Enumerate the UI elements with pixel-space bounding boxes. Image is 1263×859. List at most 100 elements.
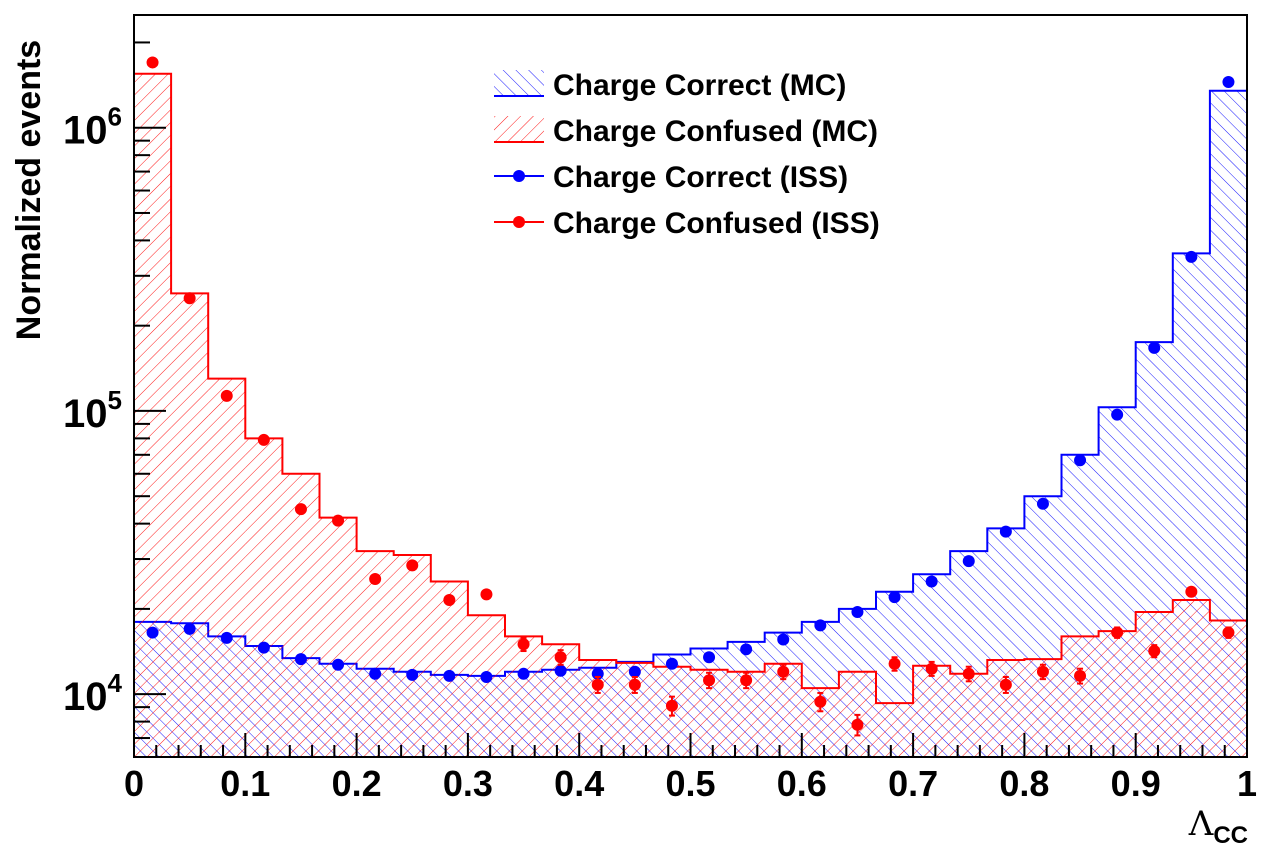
data-point <box>665 657 678 670</box>
data-point <box>740 674 753 687</box>
legend-swatch-marker <box>513 170 525 182</box>
histogram-bar <box>282 473 320 757</box>
y-tick-base: 10 <box>63 675 108 719</box>
legend-label: Charge Confused (ISS) <box>553 207 880 240</box>
data-point <box>257 641 270 654</box>
legend-label: Charge Correct (ISS) <box>553 161 848 194</box>
x-tick-label: 0 <box>124 763 144 804</box>
x-tick-label: 0.3 <box>443 763 493 804</box>
data-point <box>814 619 827 632</box>
data-point <box>851 606 864 619</box>
histogram-bar <box>430 581 468 757</box>
data-point <box>406 668 419 681</box>
data-point <box>925 662 938 675</box>
data-point <box>740 643 753 656</box>
x-tick-label: 0.6 <box>777 763 827 804</box>
data-point <box>1111 408 1124 421</box>
data-point <box>703 651 716 664</box>
legend-entry-2: Charge Correct (ISS) <box>494 161 848 194</box>
histogram-bar <box>876 703 914 757</box>
histogram-bar <box>171 293 209 757</box>
y-tick-base: 10 <box>63 392 108 436</box>
data-point <box>814 695 827 708</box>
data-point <box>294 503 307 516</box>
data-point <box>703 674 716 687</box>
data-point <box>628 665 641 678</box>
data-point <box>146 626 159 639</box>
data-point <box>1036 497 1049 510</box>
data-point <box>443 594 456 607</box>
points-series-2 <box>146 76 1235 683</box>
data-point <box>999 525 1012 538</box>
legend-label: Charge Correct (MC) <box>553 69 846 102</box>
legend: Charge Correct (MC) Charge Confused (MC) C… <box>494 69 880 240</box>
y-tick-label: 106 <box>63 102 122 153</box>
data-point <box>665 699 678 712</box>
y-tick-exponent: 4 <box>108 668 123 698</box>
data-point <box>443 669 456 682</box>
data-point <box>369 573 382 586</box>
data-point <box>1111 626 1124 639</box>
data-point <box>1222 626 1235 639</box>
data-point <box>332 658 345 671</box>
histogram-bar <box>208 378 246 757</box>
data-point <box>1074 454 1087 467</box>
y-tick-label: 104 <box>63 668 123 719</box>
data-point <box>925 575 938 588</box>
data-point <box>777 633 790 646</box>
x-tick-label: 0.7 <box>888 763 938 804</box>
data-point <box>406 559 419 572</box>
histogram-bar <box>245 438 283 757</box>
x-axis-title-subscript: CC <box>1213 822 1248 849</box>
data-point <box>480 588 493 601</box>
data-point <box>517 638 530 651</box>
data-point <box>1185 250 1198 263</box>
histogram-bar <box>1098 631 1136 757</box>
data-point <box>1148 341 1161 354</box>
x-tick-label: 1 <box>1237 763 1257 804</box>
histogram-bar <box>319 517 357 757</box>
histogram-outline <box>134 72 1247 757</box>
x-tick-label: 0.4 <box>554 763 604 804</box>
data-point <box>183 292 196 305</box>
histogram-bar <box>913 665 951 757</box>
data-point <box>220 389 233 402</box>
histogram-bar <box>1209 620 1247 757</box>
data-point <box>369 667 382 680</box>
data-point <box>1222 76 1235 89</box>
data-point <box>888 657 901 670</box>
y-tick-label: 105 <box>63 385 122 436</box>
histogram-bar <box>356 551 394 757</box>
legend-swatch-marker <box>513 216 525 228</box>
histogram-series-1 <box>134 72 1247 757</box>
y-tick-exponent: 6 <box>108 102 122 132</box>
legend-swatch-hatch <box>494 116 544 142</box>
data-point <box>962 667 975 680</box>
data-point <box>1074 669 1087 682</box>
points-series-3 <box>146 56 1235 737</box>
data-point <box>332 514 345 527</box>
histogram-bar <box>134 73 172 757</box>
histogram-bar <box>987 660 1025 757</box>
x-tick-label: 0.8 <box>999 763 1049 804</box>
legend-entry-0: Charge Correct (MC) <box>494 69 846 102</box>
data-point <box>1185 585 1198 598</box>
data-point <box>851 718 864 731</box>
x-tick-label: 0.1 <box>220 763 270 804</box>
data-point <box>183 622 196 635</box>
data-point <box>591 678 604 691</box>
histogram-bar <box>1061 636 1099 757</box>
histogram-bar <box>950 673 988 757</box>
data-point <box>257 433 270 446</box>
x-tick-label: 0.9 <box>1111 763 1161 804</box>
x-axis-title-symbol: Λ <box>1188 804 1214 844</box>
data-point <box>517 667 530 680</box>
x-tick-label: 0.2 <box>332 763 382 804</box>
data-point <box>220 631 233 644</box>
data-point <box>554 664 567 677</box>
legend-label: Charge Confused (MC) <box>553 115 878 148</box>
data-point <box>294 653 307 666</box>
y-tick-base: 10 <box>63 109 108 153</box>
plot-area <box>134 56 1247 757</box>
